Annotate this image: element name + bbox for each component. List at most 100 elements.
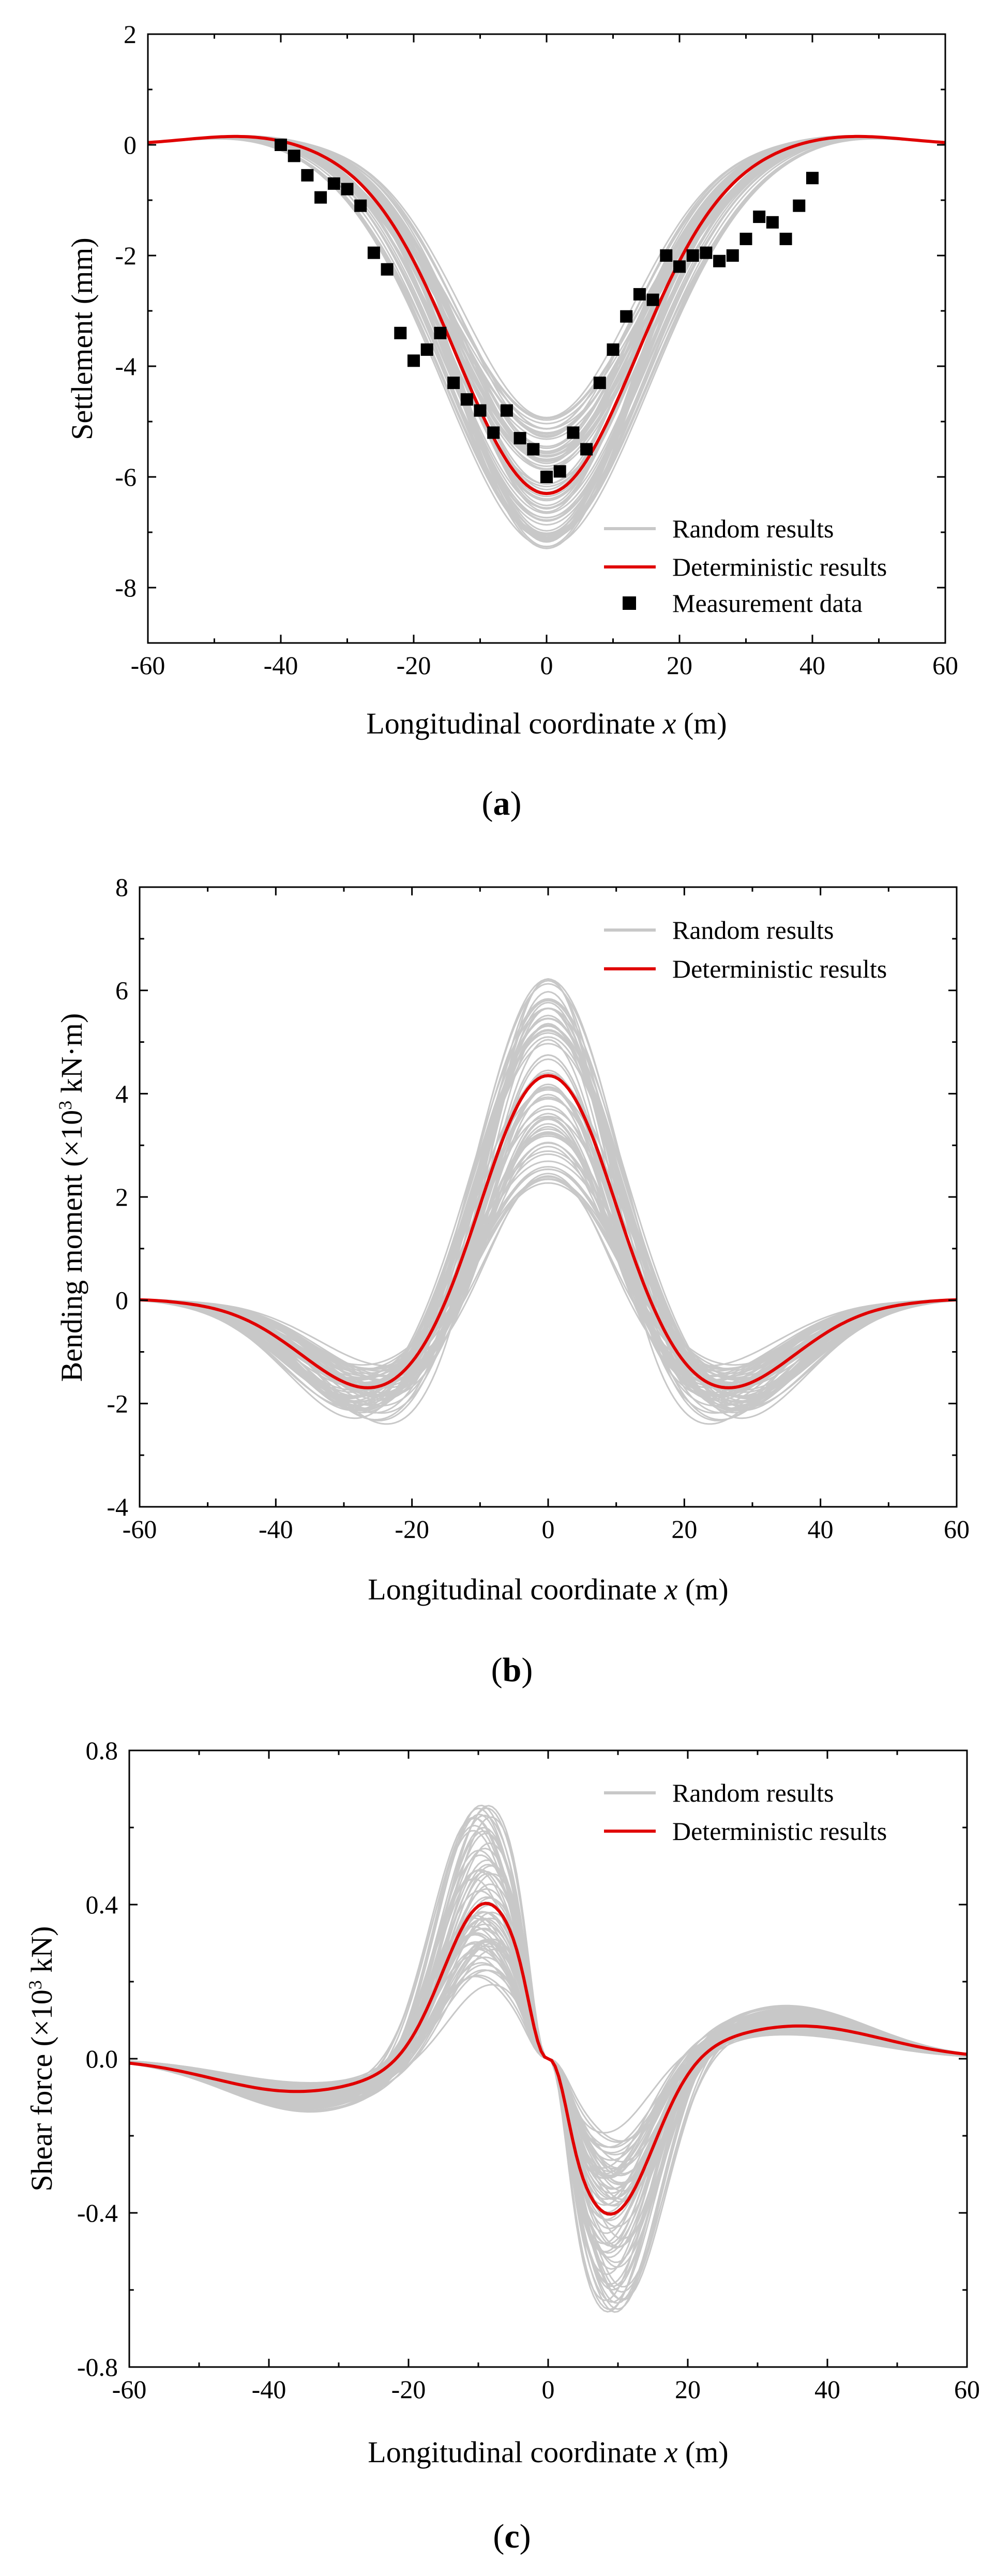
measurement-point <box>726 249 739 262</box>
y-tick-label: -4 <box>115 352 137 381</box>
measurement-point <box>593 377 606 390</box>
random-result-line <box>147 136 946 421</box>
measurement-point <box>301 169 314 182</box>
y-tick-label: 2 <box>115 1182 128 1211</box>
x-tick-label: -20 <box>397 651 431 680</box>
measurement-point <box>407 354 420 367</box>
x-tick-label: 20 <box>671 1515 697 1544</box>
measurement-point <box>381 263 394 276</box>
random-result-line <box>147 135 946 462</box>
measurement-point <box>660 249 673 262</box>
random-result-line <box>139 1032 957 1402</box>
x-tick-label: 40 <box>799 651 825 680</box>
panel-b-x-axis-title: Longitudinal coordinate x (m) <box>368 1572 728 1606</box>
random-result-line <box>147 137 946 453</box>
x-tick-label: -20 <box>395 1515 429 1544</box>
y-tick-label: 0 <box>124 130 137 159</box>
legend-a-measurement-label: Measurement data <box>672 589 863 618</box>
random-result-line <box>147 136 946 458</box>
random-result-line <box>139 1087 957 1396</box>
panel-b-y-axis-title: Bending moment (×103 kN·m) <box>55 1013 88 1382</box>
x-tick-label: 0 <box>542 2375 555 2404</box>
legend-c-deterministic-label: Deterministic results <box>672 1817 887 1846</box>
measurement-point <box>513 432 526 445</box>
random-result-line <box>139 978 957 1406</box>
random-result-line <box>139 1017 957 1409</box>
random-result-line <box>147 137 946 430</box>
random-result-line <box>147 137 946 454</box>
measurement-point <box>620 310 633 323</box>
measurement-point <box>527 443 540 456</box>
x-tick-label: 0 <box>542 1515 555 1544</box>
measurement-point <box>275 139 287 151</box>
y-tick-label: 0.4 <box>86 1890 118 1919</box>
random-result-line <box>147 135 946 447</box>
measurement-point <box>739 232 752 245</box>
x-tick-label: 60 <box>954 2375 980 2404</box>
random-result-line <box>147 135 946 461</box>
x-tick-label: -40 <box>259 1515 293 1544</box>
measurement-point <box>553 465 566 478</box>
random-result-line <box>139 1008 957 1410</box>
measurement-point <box>487 426 500 439</box>
x-tick-label: 20 <box>675 2375 701 2404</box>
panel-c-x-axis-title: Longitudinal coordinate x (m) <box>368 2435 728 2469</box>
random-result-line <box>139 1118 957 1389</box>
random-result-line <box>147 136 946 457</box>
x-tick-label: 20 <box>667 651 692 680</box>
panel-b-caption: (b) <box>491 1651 533 1689</box>
measurement-point <box>420 343 433 356</box>
panel-c-legend: Random results Deterministic results <box>604 1778 887 1846</box>
random-result-line <box>147 136 946 434</box>
random-result-line <box>147 136 946 455</box>
legend-a-measurement-swatch <box>623 596 636 610</box>
y-tick-label: -2 <box>115 241 137 270</box>
random-result-line <box>139 1025 957 1398</box>
legend-b-deterministic-label: Deterministic results <box>672 954 887 983</box>
random-result-line <box>147 138 946 548</box>
random-result-line <box>139 1054 957 1401</box>
legend-c-random-label: Random results <box>672 1778 834 1807</box>
random-result-line <box>147 135 946 453</box>
measurement-point <box>766 216 779 229</box>
measurement-point <box>779 232 792 245</box>
random-result-line <box>147 136 946 461</box>
random-result-line <box>139 1166 957 1374</box>
y-tick-label: 0.0 <box>86 2044 118 2073</box>
random-result-line <box>139 1039 957 1394</box>
random-result-line <box>139 1058 957 1407</box>
legend-a-deterministic-label: Deterministic results <box>672 552 887 581</box>
panel-b-legend: Random results Deterministic results <box>604 916 887 983</box>
y-tick-label: 2 <box>124 20 137 49</box>
panel-a-caption: (a) <box>482 785 522 822</box>
y-tick-label: -6 <box>115 462 137 491</box>
random-result-line <box>139 991 957 1421</box>
y-tick-label: 0 <box>115 1286 128 1315</box>
random-result-line <box>147 137 946 485</box>
panel-b-random-lines <box>139 978 957 1425</box>
legend-a-random-label: Random results <box>672 514 834 543</box>
y-tick-label: 8 <box>115 873 128 902</box>
measurement-point <box>713 254 726 267</box>
measurement-point <box>447 377 460 390</box>
y-tick-label: 4 <box>115 1079 128 1108</box>
y-tick-label: 6 <box>115 976 128 1005</box>
random-result-line <box>139 1023 957 1414</box>
x-tick-label: -40 <box>252 2375 286 2404</box>
measurement-point <box>354 199 367 212</box>
random-result-line <box>147 135 946 438</box>
measurement-point <box>474 404 487 417</box>
random-result-line <box>147 135 946 462</box>
panel-b-deterministic-line <box>139 1074 957 1389</box>
y-tick-label: -0.8 <box>77 2353 118 2382</box>
measurement-point <box>686 249 699 262</box>
panel-a-random-lines <box>147 135 946 549</box>
panel-a: -60 -40 -20 0 20 40 60 -8-6-4-202 Settlement (… <box>65 20 958 822</box>
measurement-point <box>327 177 340 190</box>
random-result-line <box>147 135 946 485</box>
measurement-point <box>367 246 380 259</box>
random-result-line <box>139 1043 957 1393</box>
y-tick-label: -2 <box>107 1389 128 1418</box>
random-result-line <box>147 135 946 430</box>
y-tick-label: 0.8 <box>86 1736 118 1765</box>
